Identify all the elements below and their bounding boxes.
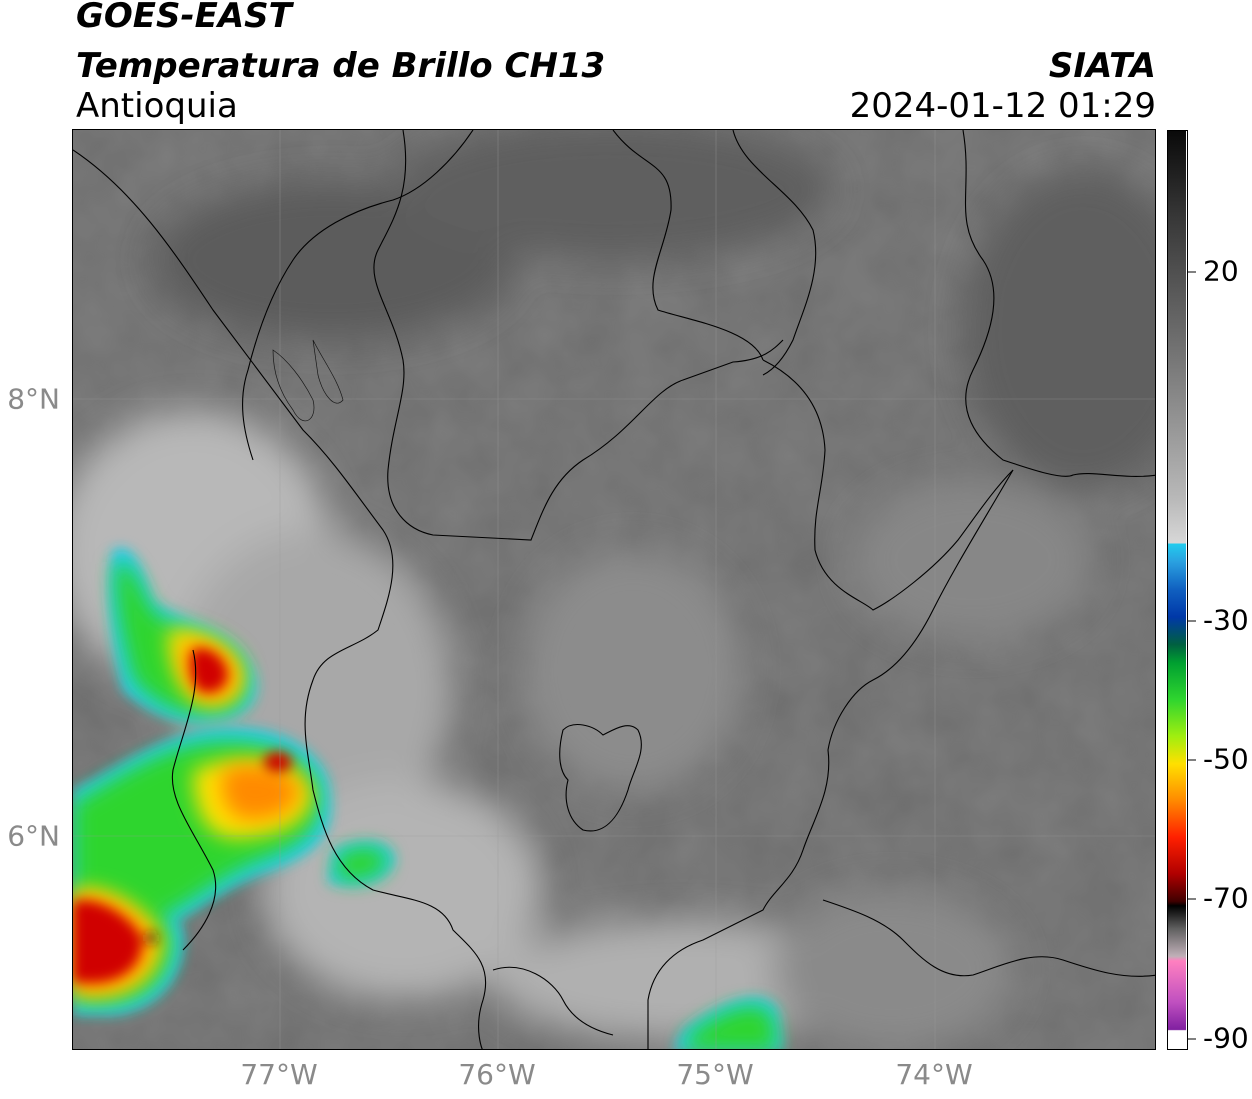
interior-municipality [559, 724, 642, 832]
colorbar-tick: -70 [1188, 882, 1249, 915]
boundaries [73, 130, 1155, 1049]
timestamp-label: 2024-01-12 01:29 [849, 86, 1156, 126]
colorbar [1167, 130, 1188, 1050]
graticule [73, 130, 1155, 1049]
colorbar-tick: 20 [1188, 255, 1239, 288]
convective-cells [73, 548, 783, 1049]
cesar-border [732, 130, 817, 376]
lon-label-75w: 75°W [676, 1058, 754, 1091]
south-border [492, 966, 614, 1036]
uraba-coast [242, 130, 474, 461]
lat-label-6n: 6°N [7, 819, 60, 853]
bolivar-border [612, 130, 764, 361]
coast-detail [272, 339, 344, 422]
southeast-border [822, 899, 1155, 977]
colorbar-tick: -30 [1188, 604, 1249, 637]
title-product: Temperatura de Brillo CH13 [76, 46, 606, 86]
atrato-river [171, 649, 217, 951]
antioquia-west-border [73, 149, 487, 1049]
satellite-map[interactable] [72, 129, 1156, 1050]
lon-label-74w: 74°W [895, 1058, 973, 1091]
title-organization: SIATA [1048, 46, 1156, 86]
colorbar-gradient [1168, 131, 1186, 1048]
title-satellite: GOES-EAST [76, 0, 292, 36]
colorbar-tick: -90 [1188, 1022, 1249, 1055]
venezuela-border [962, 130, 1155, 477]
lon-label-77w: 77°W [240, 1058, 318, 1091]
map-canvas [73, 130, 1155, 1049]
cordoba-border [373, 130, 784, 541]
boyaca-border [647, 469, 1014, 1049]
region-label: Antioquia [76, 86, 238, 126]
lon-label-76w: 76°W [458, 1058, 536, 1091]
colorbar-tick: -50 [1188, 743, 1249, 776]
santander-border [762, 359, 1014, 611]
lat-label-8n: 8°N [7, 382, 60, 416]
